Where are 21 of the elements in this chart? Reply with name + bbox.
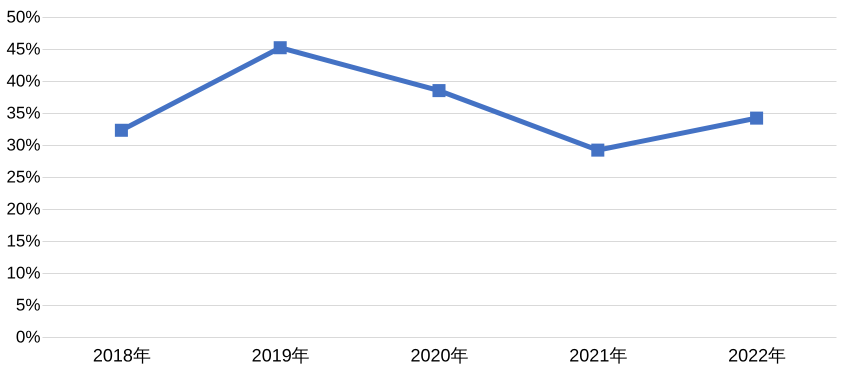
x-tick-label: 2018年 — [92, 346, 151, 366]
y-tick-label: 15% — [6, 232, 40, 250]
point — [274, 41, 287, 54]
point — [750, 112, 764, 125]
y-tick-label: 5% — [16, 296, 40, 314]
y-tick-label: 30% — [6, 136, 40, 154]
y-tick-label: 35% — [6, 104, 40, 122]
point — [591, 144, 604, 157]
x-tick-label: 2019年 — [252, 346, 310, 366]
y-tick-label: 25% — [6, 168, 40, 186]
x-tick-label: 2020年 — [410, 346, 469, 366]
y-tick-label: 10% — [6, 264, 40, 282]
y-tick-label: 20% — [6, 200, 40, 218]
x-tick-label: 2022年 — [728, 346, 786, 366]
y-tick-label: 40% — [6, 72, 40, 90]
point — [432, 84, 446, 98]
x-tick-label: 2021年 — [569, 346, 628, 366]
y-tick-label: 45% — [6, 40, 40, 58]
point — [114, 124, 128, 137]
y-tick-label: 0% — [16, 328, 40, 346]
y-tick-label: 50% — [6, 8, 40, 26]
